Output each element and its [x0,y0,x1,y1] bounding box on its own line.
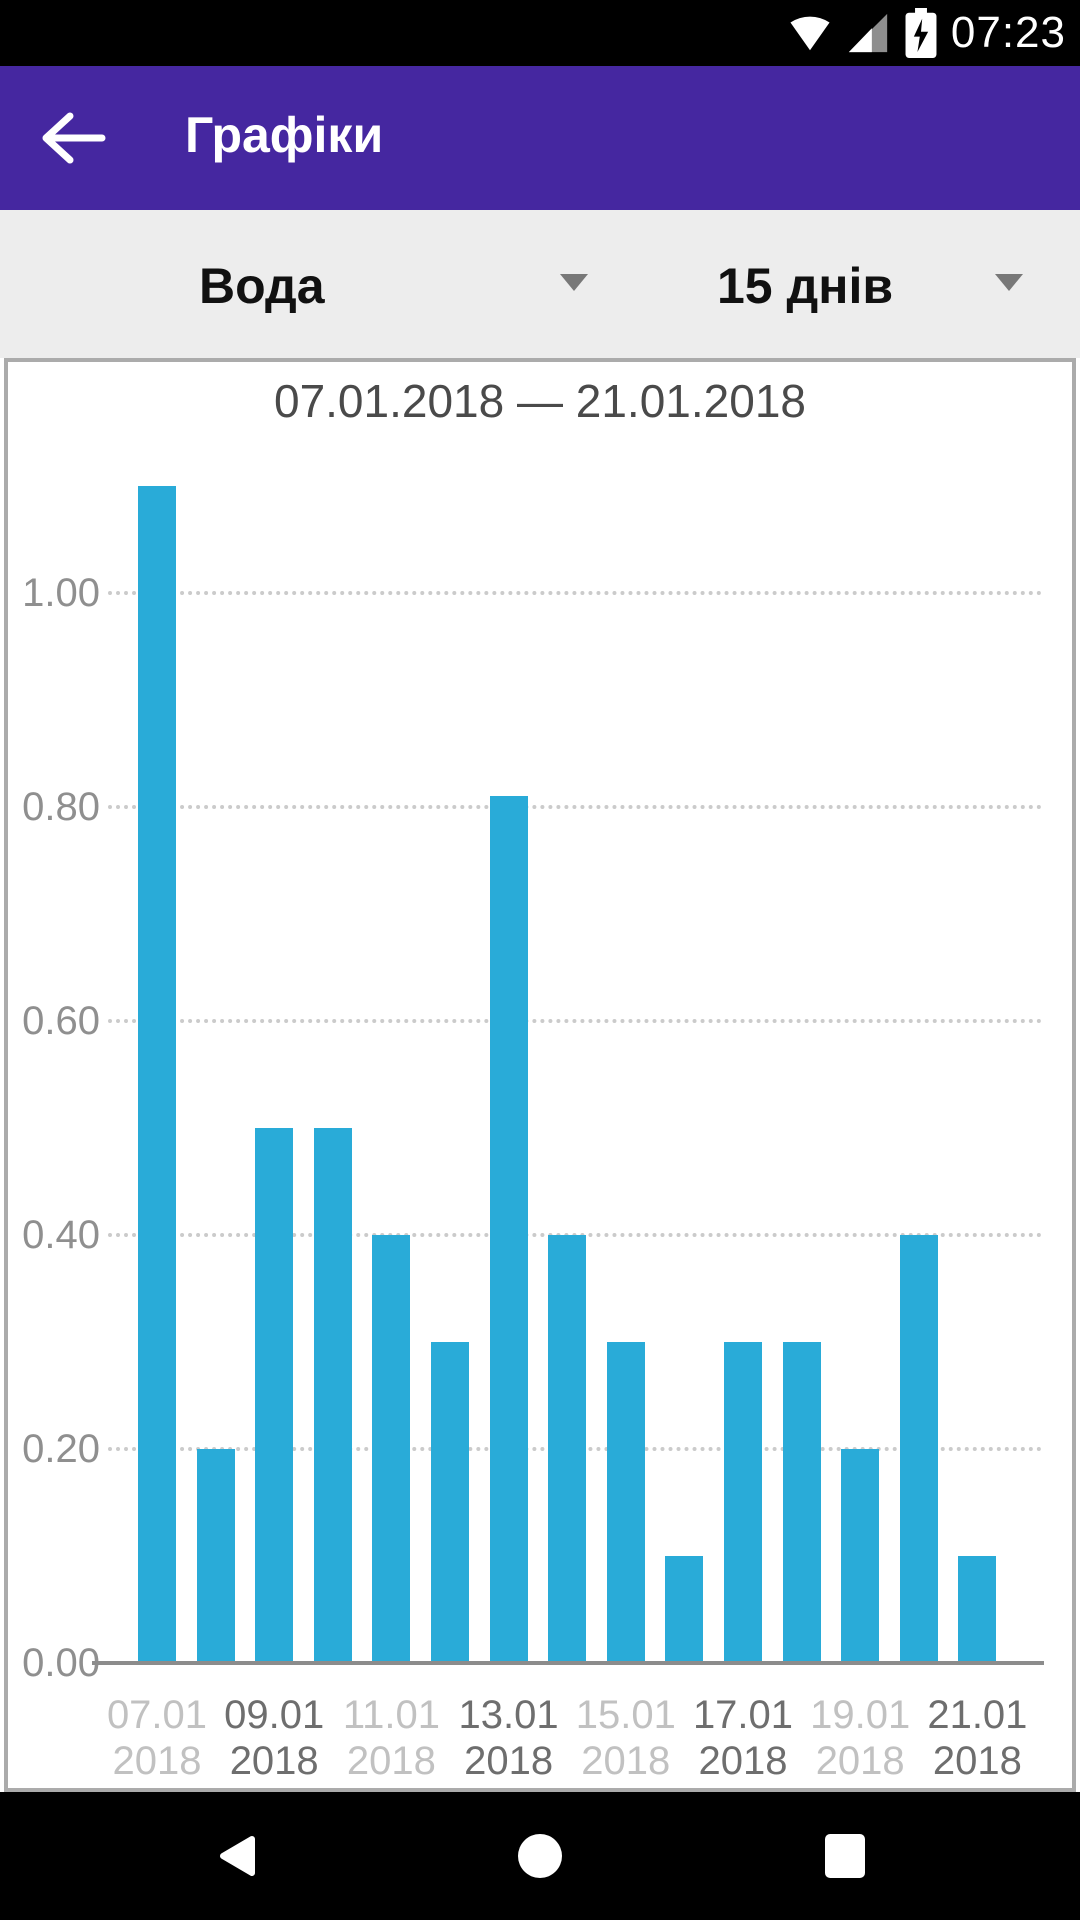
status-icons: 07:23 [787,0,1066,66]
measure-spinner-value: Вода [199,258,325,314]
wifi-icon [790,16,830,51]
home-circle-icon [518,1834,562,1878]
chevron-down-icon [995,274,1023,291]
x-tick-label: 07.01 2018 [106,1693,208,1783]
x-tick-label: 15.01 2018 [575,1693,676,1783]
back-triangle-icon [220,1836,255,1876]
chevron-down-icon [560,274,588,291]
x-tick-label: 11.01 2018 [342,1693,440,1783]
bar-07.01.2018[interactable] [138,486,176,1663]
filter-row: Вода 15 днів [0,210,1080,358]
chart-title: 07.01.2018 — 21.01.2018 [273,375,806,427]
bar-20.01.2018[interactable] [899,1235,938,1663]
y-gridline [108,805,1042,809]
bar-11.01.2018[interactable] [372,1235,411,1663]
x-tick-label: 21.01 2018 [927,1693,1028,1783]
measure-spinner[interactable]: Вода [150,210,620,358]
y-tick-label: 0.80 [22,785,100,829]
y-tick-label: 0.00 [22,1641,100,1685]
page-title: Графіки [185,107,384,163]
arrow-left-icon[interactable] [36,110,108,166]
y-gridline [108,591,1042,595]
status-bar: 07:23 [0,0,1080,66]
bar-18.01.2018[interactable] [782,1342,821,1663]
bar-08.01.2018[interactable] [196,1449,235,1663]
bar-17.01.2018[interactable] [724,1342,762,1663]
y-tick-label: 0.60 [22,999,100,1043]
y-tick-label: 1.00 [22,571,100,615]
bar-14.01.2018[interactable] [548,1235,587,1663]
battery-charging-icon [905,8,937,58]
period-spinner-value: 15 днів [717,258,894,314]
y-tick-label: 0.40 [22,1213,100,1257]
bar-10.01.2018[interactable] [313,1128,352,1663]
nav-recents-button[interactable] [765,1792,925,1920]
signal-icon [848,13,888,53]
bar-21.01.2018[interactable] [958,1556,997,1663]
bar-chart-plot: 0.00 0.20 0.40 0.60 0.80 1.00 07.01 2018 09.01 20… [8,362,1072,1788]
x-tick-label: 19.01 2018 [810,1693,911,1783]
bar-15.01.2018[interactable] [606,1342,645,1663]
clock: 07:23 [950,8,1066,57]
x-axis-line [92,1661,1044,1665]
bar-12.01.2018[interactable] [431,1342,469,1663]
x-tick-label: 09.01 2018 [224,1693,325,1783]
bar-09.01.2018[interactable] [255,1128,294,1663]
x-tick-label: 13.01 2018 [458,1693,559,1783]
recents-square-icon [825,1834,865,1878]
y-tick-label: 0.20 [22,1427,100,1471]
period-spinner[interactable]: 15 днів [660,210,1060,358]
app-bar: Графіки [0,66,1080,210]
nav-home-button[interactable] [460,1792,620,1920]
android-nav-bar [0,1792,1080,1920]
bar-19.01.2018[interactable] [841,1449,880,1663]
x-tick-label: 17.01 2018 [692,1693,794,1783]
y-gridline [108,1019,1042,1023]
bar-13.01.2018[interactable] [489,796,528,1663]
bar-16.01.2018[interactable] [665,1556,704,1663]
chart-card: 07.01.2018 — 21.01.2018 0.00 0.20 0.40 0.60… [4,358,1076,1792]
nav-back-button[interactable] [156,1792,316,1920]
